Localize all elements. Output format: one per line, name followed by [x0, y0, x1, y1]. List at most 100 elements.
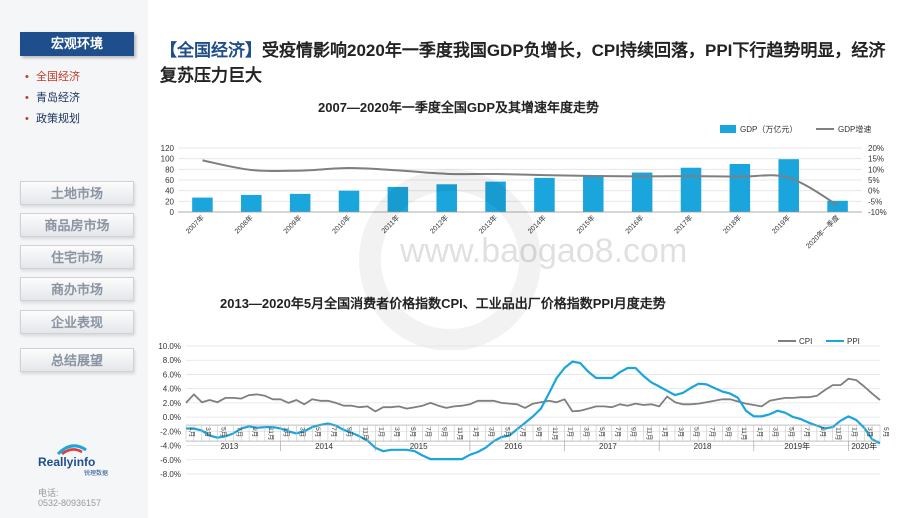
price-month-label: 7月	[330, 427, 338, 437]
nav-summary-outlook[interactable]: 总结展望	[20, 348, 134, 372]
price-month-label: 1月	[283, 427, 291, 437]
price-month-label: 1月	[188, 427, 196, 437]
gdp-bar	[485, 181, 506, 212]
price-month-label: 11月	[456, 427, 464, 440]
price-month-label: 11月	[835, 427, 843, 440]
price-month-label: 7月	[425, 427, 433, 437]
price-month-label: 3月	[393, 427, 401, 437]
cpi-ppi-chart: 10.0% 8.0% 6.0% 4.0% 2.0% 0.0% -2.0% -4.0% -6.0%…	[158, 337, 890, 479]
price-month-label: 7月	[709, 427, 717, 437]
price-month-label: 5月	[220, 427, 228, 437]
price-month-label: 9月	[251, 427, 259, 437]
price-year-label: 2016	[504, 442, 522, 451]
price-month-label: 9月	[630, 427, 638, 437]
gdp-left-tick-label: 80	[165, 165, 174, 174]
gdp-left-tick-label: 60	[165, 176, 174, 185]
nav-land-market[interactable]: 土地市场	[20, 181, 134, 205]
price-month-label: 1月	[472, 427, 480, 437]
subnav-national-economy[interactable]: 全国经济	[25, 70, 80, 84]
gdp-right-tick-label: -10%	[868, 208, 887, 217]
gdp-category-label: 2018年	[721, 213, 743, 235]
subnav-qingdao-economy[interactable]: 青岛经济	[25, 91, 80, 105]
price-month-label: 3月	[488, 427, 496, 437]
price-year-label: 2019年	[784, 441, 810, 451]
gdp-bar	[338, 190, 360, 212]
svg-text:锐理数据: 锐理数据	[84, 469, 108, 477]
gdp-chart: 020406080100120-10%-5%0%5%10%15%20%2007年…	[161, 124, 887, 250]
price-month-label: 1月	[850, 427, 858, 437]
svg-text:Reallyinfo: Reallyinfo	[38, 455, 95, 469]
cpi-line	[185, 377, 881, 413]
price-year-label: 2014	[315, 442, 333, 451]
gdp-bar	[241, 194, 262, 212]
price-month-label: 3月	[677, 427, 685, 437]
contact-label: 电话:	[38, 488, 59, 498]
nav-commercial-housing-market[interactable]: 商品房市场	[20, 213, 134, 237]
gdp-left-tick-label: 120	[161, 144, 175, 153]
price-month-label: 5月	[503, 427, 511, 437]
price-y-tick-label: 4.0%	[163, 385, 181, 394]
page-headline: 【全国经济】受疫情影响2020年一季度我国GDP负增长，CPI持续回落，PPI下…	[160, 38, 900, 88]
nav-office-market[interactable]: 商办市场	[20, 277, 134, 301]
price-y-tick-label: -6.0%	[160, 456, 181, 465]
price-y-tick-label: -4.0%	[160, 442, 181, 451]
price-year-label: 2017	[599, 442, 617, 451]
gdp-left-tick-label: 0	[170, 208, 175, 217]
nav-residential-market[interactable]: 住宅市场	[20, 245, 134, 269]
price-month-label: 7月	[614, 427, 622, 437]
gdp-left-tick-label: 40	[165, 187, 174, 196]
gdp-right-tick-label: 5%	[868, 176, 880, 185]
price-month-label: 5月	[787, 427, 795, 437]
price-year-label: 2013	[220, 442, 238, 451]
gdp-right-tick-label: 0%	[868, 187, 880, 196]
price-month-label: 3月	[298, 427, 306, 437]
ppi-line	[186, 360, 881, 461]
price-year-label: 2018	[694, 442, 712, 451]
gdp-bar	[778, 159, 799, 212]
price-month-label: 5月	[314, 427, 322, 437]
nav-enterprise-performance[interactable]: 企业表现	[20, 310, 134, 334]
gdp-bar	[631, 172, 653, 212]
gdp-bar	[583, 175, 604, 212]
sidebar: 宏观环境 全国经济 青岛经济 政策规划 土地市场 商品房市场 住宅市场 商办市场…	[0, 0, 148, 518]
ppi-legend-label: PPI	[847, 337, 860, 346]
gdp-bar	[729, 164, 751, 212]
price-month-label: 9月	[346, 427, 354, 437]
gdp-bar	[680, 167, 702, 212]
reallyinfo-logo: Reallyinfo 锐理数据	[38, 444, 108, 477]
gdp-legend-swatch	[720, 125, 736, 133]
subnav-policy-planning[interactable]: 政策规划	[25, 112, 80, 126]
gdp-category-label: 2020年一季度	[804, 213, 841, 250]
gdp-right-tick-label: 20%	[868, 144, 884, 153]
headline-text: 受疫情影响2020年一季度我国GDP负增长，CPI持续回落，PPI下行趋势明显，…	[160, 41, 886, 85]
price-month-label: 1月	[661, 427, 669, 437]
gdp-category-label: 2019年	[770, 213, 792, 235]
gdp-right-tick-label: -5%	[868, 197, 882, 206]
headline-tag: 【全国经济】	[160, 41, 262, 60]
gdp-right-tick-label: 15%	[868, 155, 884, 164]
price-y-tick-label: -2.0%	[160, 427, 181, 436]
price-y-tick-label: 0.0%	[163, 413, 181, 422]
gdp-legend-label: GDP（万亿元）	[740, 124, 797, 134]
price-month-label: 9月	[819, 427, 827, 437]
price-year-label: 2015	[410, 442, 428, 451]
price-month-label: 11月	[362, 427, 370, 440]
nav-macro-environment[interactable]: 宏观环境	[20, 32, 134, 56]
gdp-left-tick-label: 100	[161, 155, 175, 164]
gdp-bar	[192, 197, 213, 212]
price-month-label: 7月	[803, 427, 811, 437]
price-month-label: 5月	[598, 427, 606, 437]
price-month-label: 5月	[882, 427, 890, 437]
price-y-tick-label: 2.0%	[163, 399, 181, 408]
gdp-bar	[289, 193, 311, 212]
gdp-bar	[436, 184, 457, 212]
price-month-label: 1月	[756, 427, 764, 437]
price-month-label: 9月	[440, 427, 448, 437]
price-month-label: 11月	[645, 427, 653, 440]
gdp-chart-title: 2007—2020年一季度全国GDP及其增速年度走势	[318, 100, 600, 115]
gdp-bar	[827, 200, 848, 212]
price-month-label: 9月	[724, 427, 732, 437]
price-month-label: 1月	[567, 427, 575, 437]
price-chart-title: 2013—2020年5月全国消费者价格指数CPI、工业品出厂价格指数PPI月度走…	[220, 296, 666, 311]
price-month-label: 3月	[204, 427, 212, 437]
